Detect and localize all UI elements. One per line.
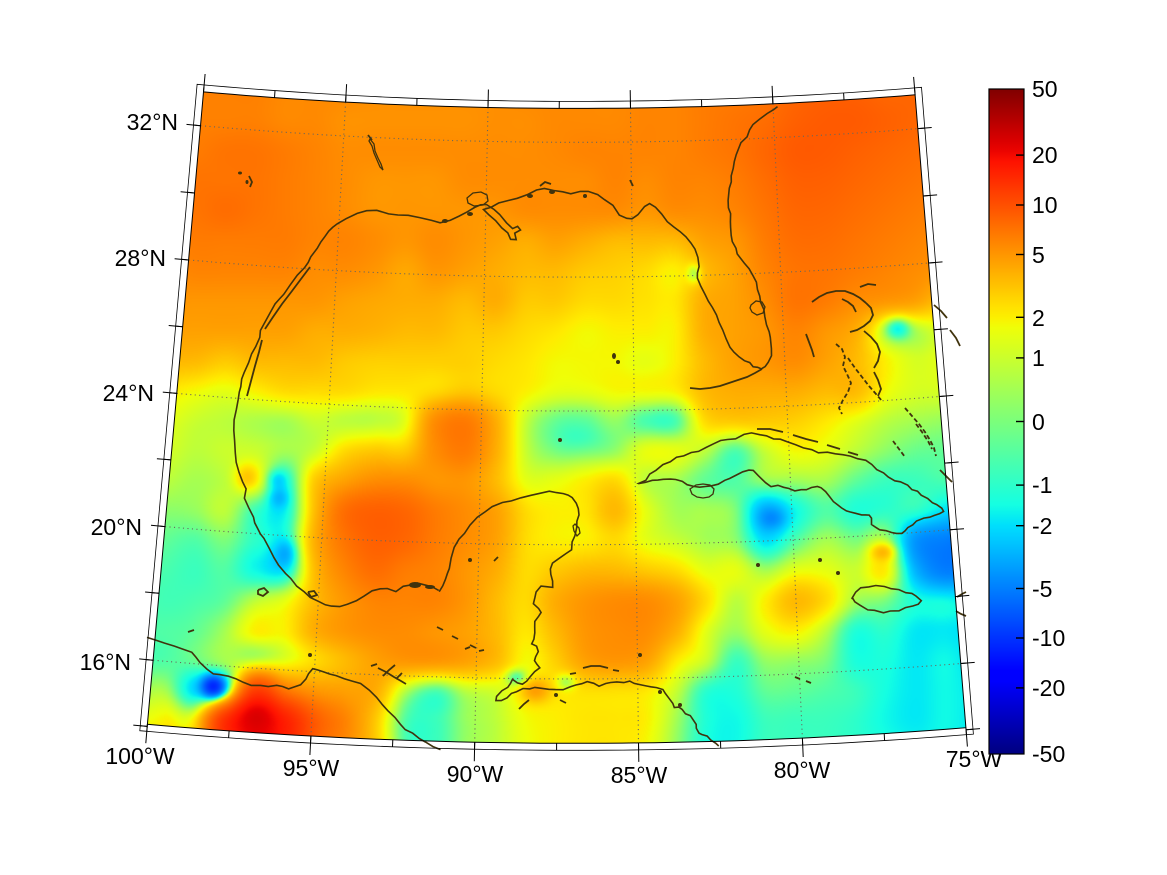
svg-text:-10: -10 xyxy=(1032,625,1065,651)
svg-text:2: 2 xyxy=(1032,305,1045,331)
svg-text:85°W: 85°W xyxy=(611,762,668,788)
svg-text:20: 20 xyxy=(1032,142,1058,168)
svg-text:0: 0 xyxy=(1032,409,1045,435)
svg-text:24°N: 24°N xyxy=(103,380,154,406)
svg-text:95°W: 95°W xyxy=(283,755,340,781)
svg-text:-50: -50 xyxy=(1032,741,1065,767)
svg-text:90°W: 90°W xyxy=(447,761,504,787)
svg-text:1: 1 xyxy=(1032,345,1045,371)
svg-text:-5: -5 xyxy=(1032,576,1052,602)
svg-text:5: 5 xyxy=(1032,242,1045,268)
svg-text:-2: -2 xyxy=(1032,513,1052,539)
svg-text:10: 10 xyxy=(1032,192,1058,218)
svg-text:32°N: 32°N xyxy=(127,109,178,135)
svg-text:100°W: 100°W xyxy=(105,743,175,769)
svg-text:-1: -1 xyxy=(1032,472,1052,498)
svg-text:50: 50 xyxy=(1032,76,1058,102)
svg-text:20°N: 20°N xyxy=(91,514,142,540)
svg-text:-20: -20 xyxy=(1032,675,1065,701)
svg-text:16°N: 16°N xyxy=(80,649,131,675)
svg-text:80°W: 80°W xyxy=(774,757,831,783)
svg-text:28°N: 28°N xyxy=(115,245,166,271)
